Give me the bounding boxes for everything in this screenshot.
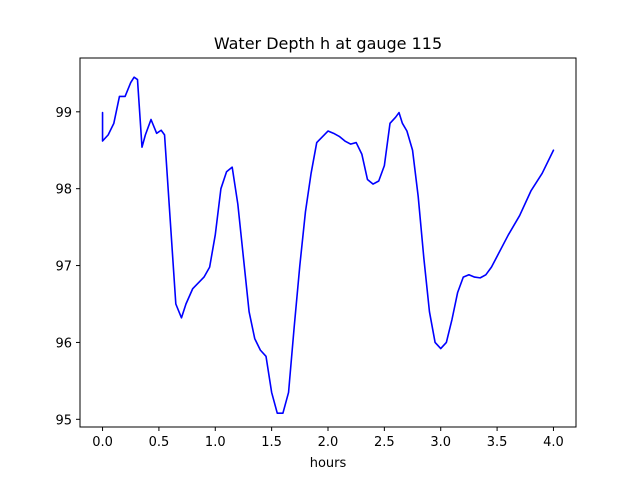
x-tick-label: 0.0 [92, 435, 113, 450]
x-tick-label: 2.5 [374, 435, 395, 450]
x-axis: 0.0 0.5 1.0 1.5 2.0 2.5 3.0 3.5 4.0 [92, 427, 564, 450]
chart-title: Water Depth h at gauge 115 [214, 34, 442, 53]
plot-frame [79, 57, 577, 428]
x-tick-label: 3.0 [430, 435, 451, 450]
y-tick-label: 95 [55, 413, 72, 428]
y-tick-label: 98 [55, 183, 72, 198]
y-tick-label: 96 [55, 336, 72, 351]
x-tick-label: 1.0 [205, 435, 226, 450]
y-axis: 95 96 97 98 99 [55, 106, 80, 428]
x-tick-label: 4.0 [543, 435, 564, 450]
x-axis-label: hours [310, 456, 347, 471]
y-tick-label: 99 [55, 106, 72, 121]
x-tick-label: 0.5 [149, 435, 170, 450]
x-tick-label: 1.5 [261, 435, 282, 450]
plot-area [101, 76, 555, 414]
series-line-0 [101, 76, 555, 414]
y-tick-label: 97 [55, 260, 72, 275]
x-tick-label: 3.5 [487, 435, 508, 450]
x-tick-label: 2.0 [318, 435, 339, 450]
